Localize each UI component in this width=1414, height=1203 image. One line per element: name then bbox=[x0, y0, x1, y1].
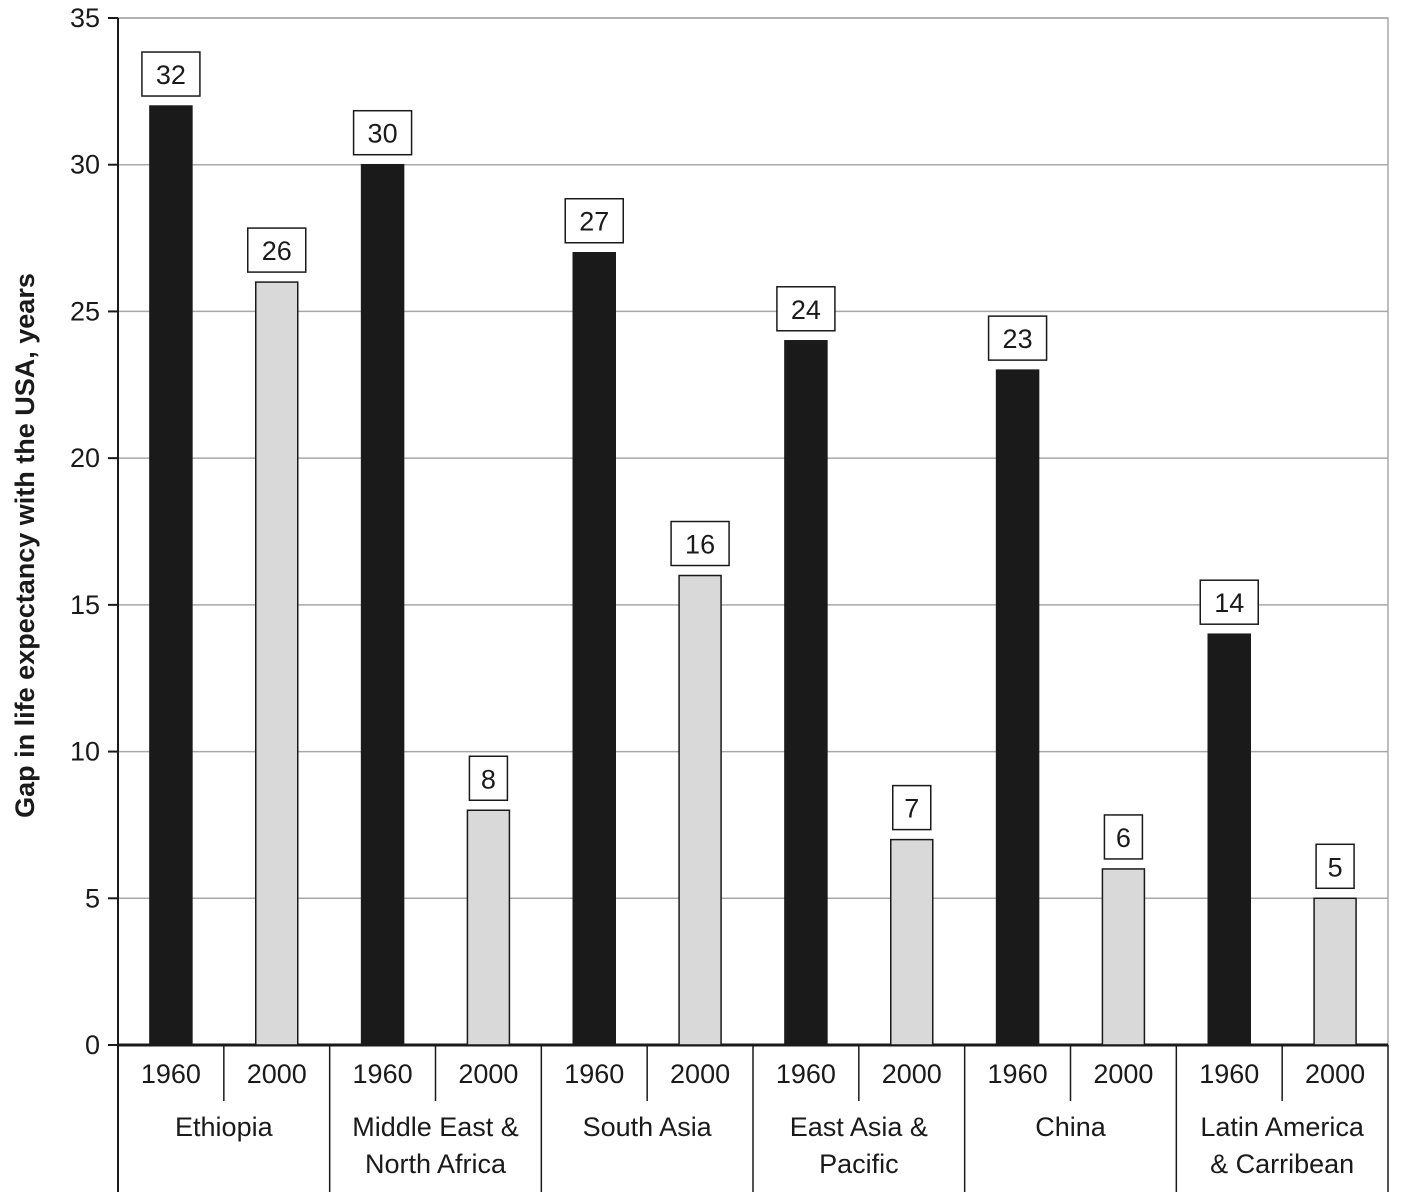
bar-2000 bbox=[1313, 897, 1357, 1046]
data-label: 23 bbox=[1003, 324, 1033, 354]
category-label: Middle East & bbox=[352, 1112, 519, 1142]
data-label-box bbox=[352, 109, 413, 156]
x-tick-label: 2000 bbox=[1093, 1059, 1153, 1089]
data-label-box bbox=[776, 286, 836, 332]
bar-2000 bbox=[890, 838, 934, 1046]
y-tick-label: 10 bbox=[70, 737, 100, 767]
data-label: 26 bbox=[262, 236, 292, 266]
data-label: 6 bbox=[1116, 823, 1131, 853]
bar-1960 bbox=[784, 340, 828, 1046]
y-tick-label: 20 bbox=[70, 443, 100, 473]
data-label-box bbox=[1103, 814, 1144, 860]
x-tick-label: 1960 bbox=[353, 1059, 413, 1089]
x-tick-label: 2000 bbox=[247, 1059, 307, 1089]
bar-1960 bbox=[360, 163, 405, 1046]
data-label-box bbox=[564, 197, 624, 244]
y-tick-label: 15 bbox=[70, 590, 100, 620]
data-label-box bbox=[1315, 843, 1355, 890]
data-label: 32 bbox=[156, 60, 186, 90]
data-label-box bbox=[1199, 579, 1259, 625]
data-label: 16 bbox=[685, 530, 715, 560]
category-label: & Carribean bbox=[1210, 1149, 1354, 1179]
data-label: 8 bbox=[481, 764, 496, 794]
bar-1960 bbox=[149, 105, 193, 1046]
y-tick-label: 30 bbox=[70, 150, 100, 180]
category-label: Latin America bbox=[1200, 1112, 1365, 1142]
x-tick-label: 1960 bbox=[1199, 1059, 1259, 1089]
data-label-box bbox=[987, 315, 1048, 361]
bar-1960 bbox=[995, 369, 1040, 1046]
plot-area bbox=[117, 17, 1389, 1046]
x-tick-label: 1960 bbox=[776, 1059, 836, 1089]
bar-2000 bbox=[466, 809, 511, 1046]
x-tick-label: 1960 bbox=[141, 1059, 201, 1089]
bar-2000 bbox=[255, 281, 299, 1046]
y-tick-label: 25 bbox=[70, 296, 100, 326]
data-label-box bbox=[141, 51, 201, 97]
data-label: 24 bbox=[791, 295, 821, 325]
x-tick-label: 2000 bbox=[882, 1059, 942, 1089]
y-tick-label: 5 bbox=[85, 883, 100, 913]
data-label: 27 bbox=[579, 207, 609, 237]
bar-2000 bbox=[1101, 868, 1146, 1046]
category-label: North Africa bbox=[365, 1149, 507, 1179]
x-tick-label: 2000 bbox=[458, 1059, 518, 1089]
category-label: Ethiopia bbox=[175, 1112, 274, 1142]
y-tick-label: 0 bbox=[85, 1030, 100, 1060]
data-label: 7 bbox=[904, 794, 919, 824]
data-label-box bbox=[468, 755, 509, 802]
x-tick-label: 2000 bbox=[1305, 1059, 1365, 1089]
data-label-box bbox=[892, 784, 932, 831]
category-label: Pacific bbox=[819, 1149, 899, 1179]
x-tick-label: 2000 bbox=[670, 1059, 730, 1089]
data-label-box bbox=[670, 520, 730, 567]
y-tick-label: 35 bbox=[70, 3, 100, 33]
bar-1960 bbox=[1207, 633, 1251, 1046]
category-label: China bbox=[1035, 1112, 1107, 1142]
x-tick-label: 1960 bbox=[564, 1059, 624, 1089]
category-label: East Asia & bbox=[790, 1112, 928, 1142]
x-tick-label: 1960 bbox=[988, 1059, 1048, 1089]
bar-2000 bbox=[678, 574, 722, 1046]
y-axis-title: Gap in life expectancy with the USA, yea… bbox=[10, 273, 40, 818]
data-label: 14 bbox=[1214, 588, 1244, 618]
bar-1960 bbox=[572, 251, 616, 1046]
category-label: South Asia bbox=[583, 1112, 713, 1142]
data-label-box bbox=[247, 227, 307, 273]
data-label: 5 bbox=[1328, 852, 1343, 882]
data-label: 30 bbox=[368, 119, 398, 149]
